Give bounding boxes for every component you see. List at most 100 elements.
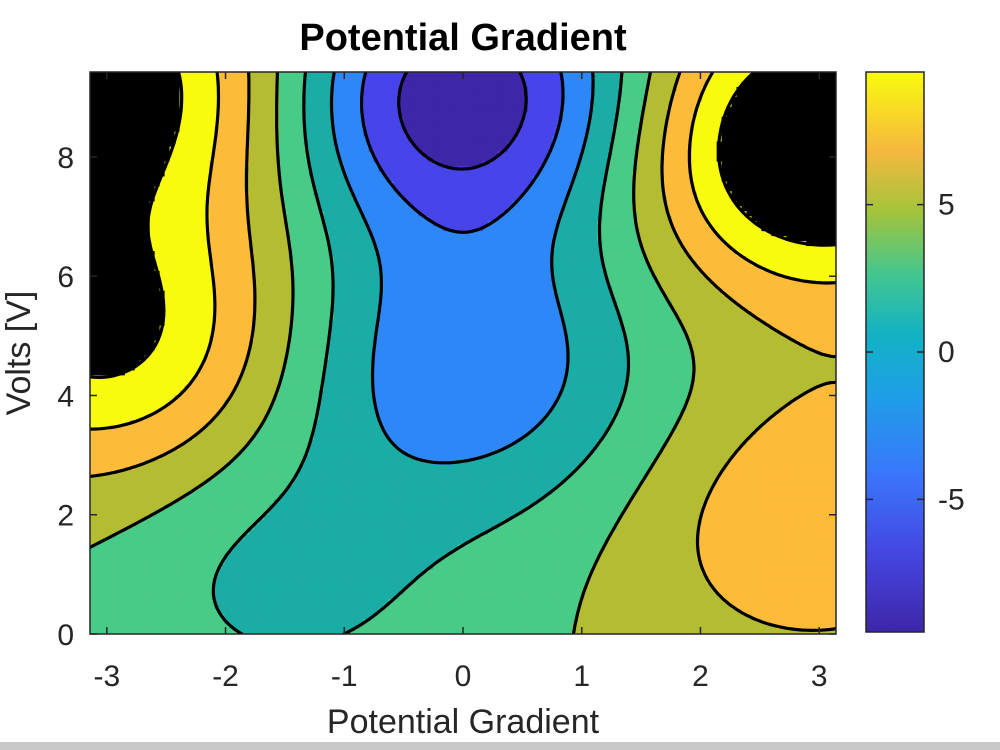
contour-fill-cell [209, 106, 215, 113]
contour-fill-cell [741, 86, 748, 93]
contour-fill-cell [224, 186, 230, 192]
contour-fill-cell [592, 221, 598, 227]
contour-fill-cell [711, 131, 718, 138]
contour-fill-cell [637, 146, 643, 153]
contour-fill-cell [467, 126, 474, 133]
contour-fill-cell [766, 121, 772, 128]
contour-fill-cell [781, 176, 787, 183]
contour-fill-cell [587, 176, 593, 183]
contour-fill-cell [159, 161, 166, 168]
contour-fill-cell [706, 101, 713, 108]
contour-fill-cell [169, 221, 176, 227]
contour-fill-cell [567, 111, 574, 118]
contour-fill-cell [368, 91, 375, 98]
contour-fill-cell [393, 141, 399, 148]
contour-fill-cell [348, 116, 355, 123]
contour-fill-cell [602, 131, 608, 138]
contour-fill-cell [711, 146, 718, 153]
contour-fill-cell [487, 171, 494, 178]
contour-fill-cell [632, 96, 638, 103]
plot-area [90, 72, 836, 634]
contour-fill-cell [124, 176, 131, 183]
contour-fill-cell [164, 76, 171, 83]
contour-fill-cell [637, 141, 643, 148]
contour-fill-cell [254, 196, 260, 202]
contour-fill-cell [264, 141, 270, 148]
contour-fill-cell [288, 191, 295, 197]
contour-fill-cell [607, 136, 613, 143]
contour-fill-cell [328, 226, 335, 232]
contour-fill-cell [119, 166, 126, 173]
contour-fill-cell [303, 116, 310, 123]
contour-fill-cell [821, 211, 827, 217]
contour-fill-cell [463, 216, 469, 222]
contour-fill-cell [378, 101, 385, 108]
contour-fill-cell [706, 196, 713, 202]
contour-fill-cell [522, 226, 529, 232]
contour-fill-cell [194, 91, 201, 98]
contour-fill-cell [642, 151, 648, 158]
contour-fill-cell [716, 201, 723, 207]
contour-fill-cell [726, 76, 733, 83]
contour-fill-cell [174, 191, 181, 197]
contour-fill-cell [274, 201, 280, 207]
contour-fill-cell [467, 201, 474, 207]
contour-fill-cell [104, 226, 111, 232]
contour-fill-cell [627, 191, 633, 197]
contour-fill-cell [622, 111, 628, 118]
contour-fill-cell [696, 181, 703, 187]
contour-fill-cell [403, 231, 409, 237]
contour-fill-cell [423, 176, 429, 183]
contour-fill-cell [99, 206, 106, 212]
contour-fill-cell [472, 231, 479, 237]
contour-fill-cell [94, 126, 101, 133]
contour-fill-cell [711, 141, 718, 148]
contour-fill-cell [651, 161, 658, 168]
contour-fill-cell [363, 126, 370, 133]
contour-fill-cell [119, 76, 126, 83]
contour-fill-cell [612, 156, 618, 163]
contour-fill-cell [731, 96, 738, 103]
contour-fill-cell [169, 171, 176, 178]
contour-fill-cell [706, 226, 713, 232]
contour-fill-cell [303, 101, 310, 108]
contour-fill-cell [572, 191, 578, 197]
contour-fill-cell [527, 116, 534, 123]
contour-fill-cell [433, 72, 439, 78]
contour-fill-cell [129, 201, 136, 207]
contour-fill-cell [179, 196, 186, 202]
contour-fill-cell [482, 72, 489, 78]
contour-fill-cell [647, 181, 653, 187]
contour-fill-cell [383, 141, 389, 148]
contour-fill-cell [642, 86, 648, 93]
contour-fill-cell [736, 72, 743, 78]
contour-fill-cell [318, 201, 325, 207]
contour-fill-cell [373, 76, 380, 83]
contour-fill-cell [507, 171, 514, 178]
contour-fill-cell [184, 171, 191, 178]
contour-fill-cell [661, 111, 668, 118]
contour-fill-cell [428, 151, 434, 158]
contour-fill-cell [811, 201, 817, 207]
contour-fill-cell [139, 76, 146, 83]
contour-fill-cell [99, 161, 106, 168]
contour-fill-cell [582, 91, 588, 98]
contour-fill-cell [482, 181, 489, 187]
contour-fill-cell [119, 216, 126, 222]
contour-fill-cell [627, 91, 633, 98]
contour-fill-cell [378, 171, 385, 178]
contour-fill-cell [134, 121, 141, 128]
contour-fill-cell [169, 231, 176, 237]
contour-fill-cell [666, 171, 673, 178]
contour-fill-cell [448, 231, 454, 237]
contour-fill-cell [806, 151, 812, 158]
contour-fill-cell [229, 81, 235, 88]
contour-fill-cell [433, 226, 439, 232]
contour-fill-cell [806, 181, 812, 187]
contour-fill-cell [751, 166, 758, 173]
contour-fill-cell [423, 156, 429, 163]
contour-fill-cell [433, 81, 439, 88]
contour-fill-cell [283, 191, 290, 197]
contour-fill-cell [278, 156, 285, 163]
